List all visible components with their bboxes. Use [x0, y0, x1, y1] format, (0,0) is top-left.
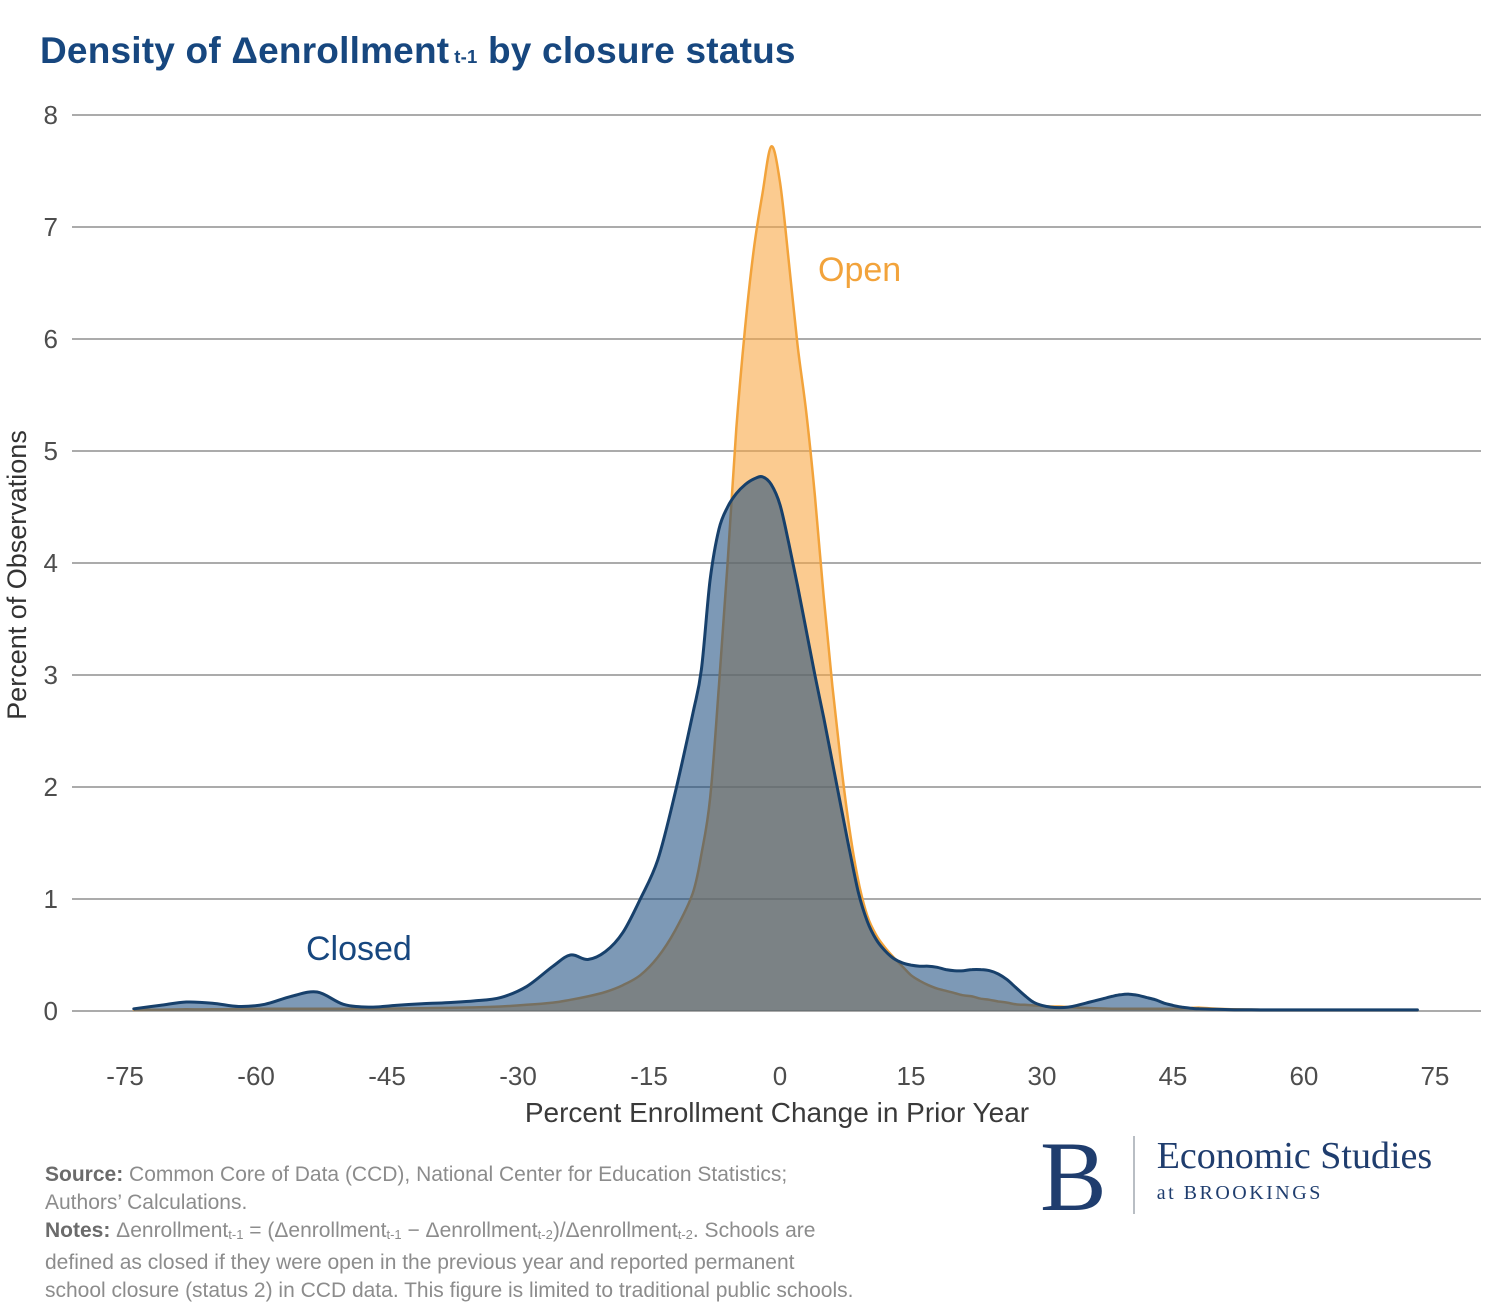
open-series-label: Open	[818, 251, 901, 289]
svg-text:8: 8	[44, 100, 58, 130]
chart-title-suffix: by closure status	[477, 30, 796, 71]
svg-text:7: 7	[44, 212, 58, 242]
chart-title: Density of Δenrollment t‑1 by closure sta…	[40, 30, 796, 72]
svg-text:45: 45	[1158, 1061, 1187, 1091]
closed-series-label: Closed	[306, 930, 412, 968]
svg-text:0: 0	[773, 1061, 787, 1091]
svg-text:-60: -60	[237, 1061, 275, 1091]
density-chart: 0 1 2 3 4 5 6 7 8 Percent of Observations -75 -60 -4…	[2, 100, 1481, 1128]
svg-text:2: 2	[44, 772, 58, 802]
svg-text:0: 0	[44, 996, 58, 1026]
svg-text:30: 30	[1027, 1061, 1056, 1091]
svg-text:60: 60	[1289, 1061, 1318, 1091]
closed-density-curve	[132, 475, 1419, 1012]
svg-text:75: 75	[1420, 1061, 1449, 1091]
x-axis-title: Percent Enrollment Change in Prior Year	[525, 1097, 1029, 1128]
x-axis-tick-labels: -75 -60 -45 -30 -15 0 15 30 45 60 75	[106, 1061, 1449, 1091]
svg-text:4: 4	[44, 548, 58, 578]
svg-text:6: 6	[44, 324, 58, 354]
svg-text:-75: -75	[106, 1061, 144, 1091]
logo-economic-studies: Economic Studies	[1156, 1135, 1433, 1177]
svg-text:3: 3	[44, 660, 58, 690]
svg-text:-45: -45	[368, 1061, 406, 1091]
chart-title-prefix: Density of Δenrollment	[40, 30, 450, 71]
logo-at-brookings: at BROOKINGS	[1156, 1182, 1323, 1204]
logo-divider	[1132, 1136, 1135, 1214]
y-axis-tick-labels: 0 1 2 3 4 5 6 7 8	[44, 100, 58, 1026]
svg-text:-15: -15	[630, 1061, 668, 1091]
brookings-b-mark: B	[1040, 1121, 1107, 1232]
logo-text: Economic Studies at BROOKINGS	[1157, 1128, 1432, 1205]
svg-text:1: 1	[44, 884, 58, 914]
svg-text:5: 5	[44, 436, 58, 466]
y-axis-title: Percent of Observations	[2, 430, 32, 720]
svg-text:15: 15	[897, 1061, 926, 1091]
footer-text: Source: Common Core of Data (CCD), Natio…	[45, 1163, 854, 1302]
svg-text:-30: -30	[499, 1061, 537, 1091]
brookings-logo: B Economic Studies at BROOKINGS	[1040, 1121, 1432, 1232]
chart-title-subscript: t‑1	[454, 46, 478, 67]
